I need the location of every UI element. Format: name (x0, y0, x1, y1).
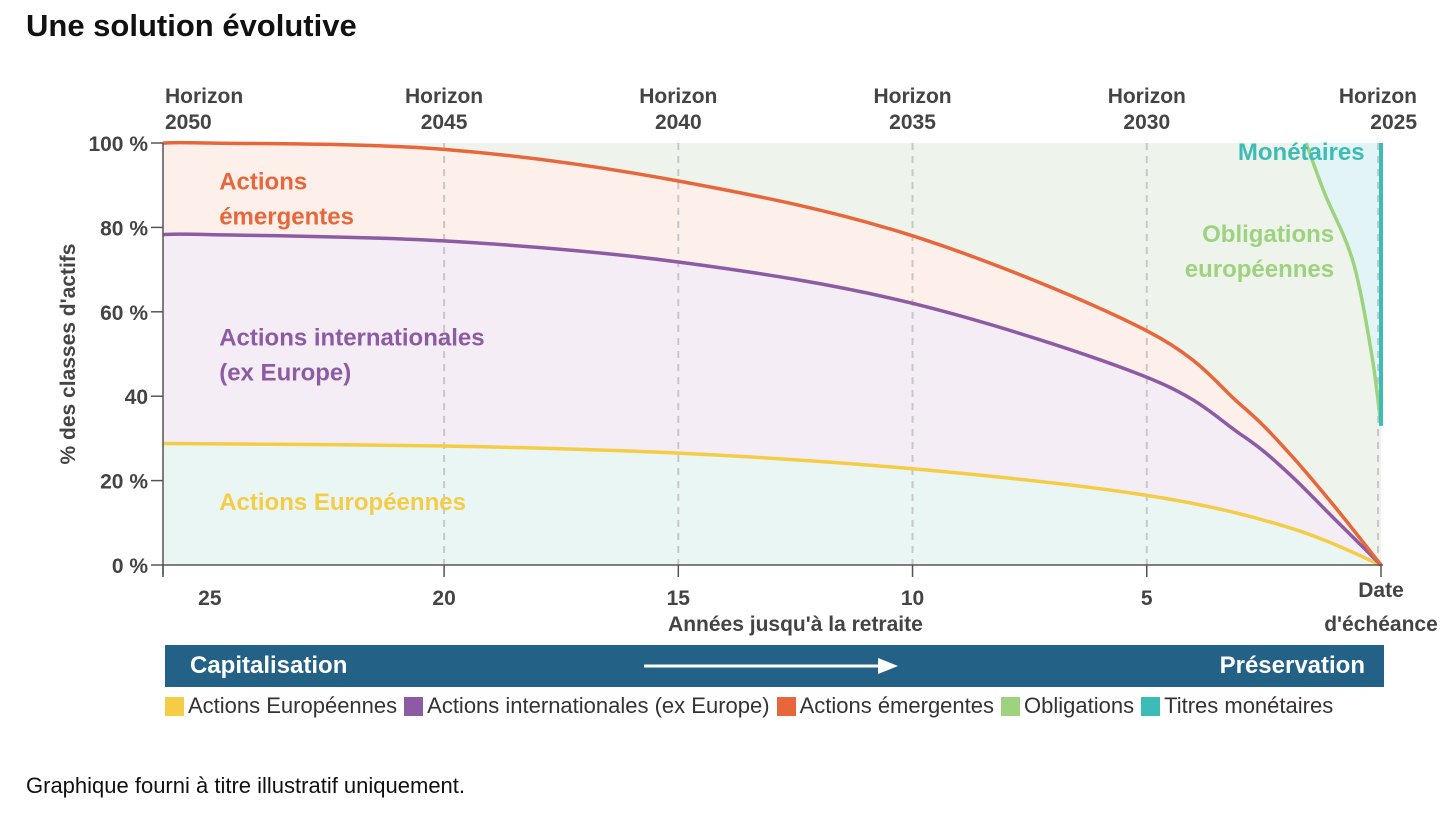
x-axis-title: Années jusqu'à la retraite (668, 613, 923, 636)
y-tick-label: 0 % (112, 555, 149, 578)
y-tick-label: 100 % (88, 133, 148, 156)
legend-item: Titres monétaires (1141, 693, 1333, 719)
page-title: Une solution évolutive (26, 8, 357, 43)
y-tick-label: 80 % (100, 217, 148, 240)
x-tick-label: 10 (901, 587, 924, 610)
legend-swatch (776, 696, 796, 716)
x-tick-label: 25 (198, 587, 222, 610)
horizon-label: Horizon (873, 85, 951, 108)
x-end-label: Date (1358, 579, 1404, 602)
legend-swatch (404, 696, 424, 716)
obligations-line (1304, 142, 1383, 426)
horizon-year: 2035 (889, 111, 936, 134)
horizon-label: Horizon (1108, 85, 1186, 108)
x-tick-label: 15 (667, 587, 691, 610)
y-axis-title: % des classes d'actifs (57, 244, 80, 465)
horizon-year: 2045 (421, 111, 468, 134)
legend-swatch (1141, 696, 1161, 716)
europeennes-area (163, 443, 1381, 565)
europeennes-region-label: Actions Européennes (219, 489, 466, 516)
legend-item: Actions émergentes (776, 693, 994, 719)
y-tick-label: 60 % (100, 302, 148, 325)
horizon-label: Horizon (1339, 85, 1417, 108)
legend-label: Titres monétaires (1164, 693, 1334, 718)
horizon-year: 2025 (1370, 111, 1417, 134)
emergentes-region-label: émergentes (219, 203, 354, 230)
x-tick-label: 20 (432, 587, 455, 610)
x-end-label: d'échéance (1324, 613, 1438, 636)
y-tick-label: 20 % (100, 471, 148, 494)
emergentes-region-label: Actions (219, 168, 307, 195)
horizon-label: Horizon (405, 85, 483, 108)
legend-label: Actions internationales (ex Europe) (427, 693, 770, 718)
horizon-label: Horizon (639, 85, 717, 108)
legend-label: Actions émergentes (799, 693, 994, 718)
banner-arrow-head (878, 658, 898, 674)
legend-swatch (165, 696, 184, 716)
monetaires-region-label: Monétaires (1238, 139, 1365, 166)
banner-left-label: Capitalisation (190, 652, 347, 679)
horizon-year: 2040 (655, 111, 702, 134)
chart-legend: Actions Européennes Actions international… (165, 693, 1340, 719)
legend-item: Actions Européennes (165, 693, 397, 719)
legend-swatch (1001, 696, 1020, 716)
horizon-label: Horizon (165, 85, 243, 108)
x-tick-label: 5 (1141, 587, 1153, 610)
internationales-region-label: (ex Europe) (219, 360, 351, 387)
legend-item: Obligations (1001, 693, 1134, 719)
internationales-line (162, 232, 1383, 567)
emergentes-line (162, 140, 1383, 567)
banner-right-label: Préservation (1220, 652, 1365, 679)
monetaires-area (1306, 143, 1381, 426)
legend-label: Obligations (1024, 693, 1135, 718)
horizon-year: 2030 (1123, 111, 1170, 134)
horizon-year: 2050 (165, 111, 212, 134)
legend-item: Actions internationales (ex Europe) (404, 693, 770, 719)
obligations-region-label: européennes (1185, 256, 1334, 283)
legend-label: Actions Européennes (188, 693, 398, 718)
europeennes-line (162, 441, 1382, 567)
footnote: Graphique fourni à titre illustratif uni… (26, 773, 466, 798)
internationales-region-label: Actions internationales (219, 325, 484, 352)
y-tick-label: 40 (125, 386, 148, 409)
obligations-region-label: Obligations (1202, 221, 1334, 248)
